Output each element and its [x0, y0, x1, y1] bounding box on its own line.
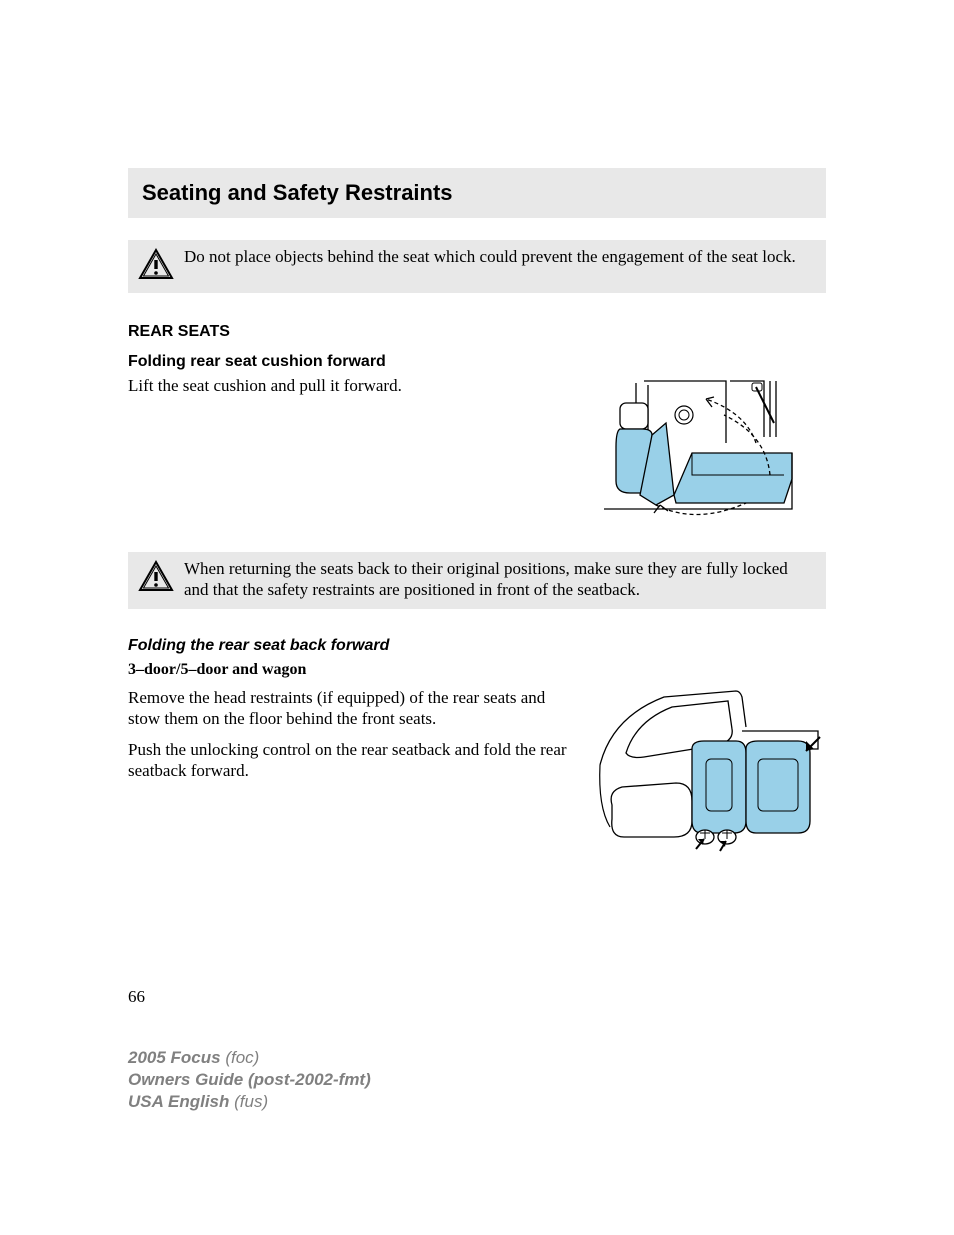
subsection-heading-seatback: Folding the rear seat back forward — [128, 637, 826, 655]
warning-box-2: When returning the seats back to their o… — [128, 552, 826, 609]
body-text-seatback-2: Push the unlocking control on the rear s… — [128, 739, 572, 782]
illustration-seatback — [596, 687, 826, 867]
footer-lang-code: (fus) — [229, 1092, 268, 1111]
body-text-cushion: Lift the seat cushion and pull it forwar… — [128, 375, 572, 396]
illustration-cushion — [596, 375, 826, 530]
page-content: Seating and Safety Restraints Do not pla… — [0, 0, 954, 1007]
page-number: 66 — [128, 987, 826, 1007]
content-row-cushion: Lift the seat cushion and pull it forwar… — [128, 375, 826, 530]
section-heading-rear-seats: REAR SEATS — [128, 323, 826, 341]
warning-text-1: Do not place objects behind the seat whi… — [184, 246, 796, 267]
variant-heading: 3–door/5–door and wagon — [128, 661, 826, 679]
footer: 2005 Focus (foc) Owners Guide (post-2002… — [128, 1047, 371, 1113]
body-text-seatback-1: Remove the head restraints (if equipped)… — [128, 687, 572, 730]
chapter-header-bar: Seating and Safety Restraints — [128, 168, 826, 218]
footer-line-2: Owners Guide (post-2002-fmt) — [128, 1069, 371, 1091]
footer-lang: USA English — [128, 1092, 229, 1111]
footer-guide: Owners Guide (post-2002-fmt) — [128, 1070, 371, 1089]
content-row-seatback: Remove the head restraints (if equipped)… — [128, 687, 826, 867]
warning-box-1: Do not place objects behind the seat whi… — [128, 240, 826, 293]
footer-line-1: 2005 Focus (foc) — [128, 1047, 371, 1069]
chapter-title: Seating and Safety Restraints — [142, 180, 812, 206]
warning-triangle-icon — [138, 560, 174, 597]
footer-line-3: USA English (fus) — [128, 1091, 371, 1113]
footer-model: 2005 Focus — [128, 1048, 221, 1067]
subsection-heading-cushion: Folding rear seat cushion forward — [128, 353, 826, 371]
footer-model-code: (foc) — [221, 1048, 260, 1067]
warning-text-2: When returning the seats back to their o… — [184, 558, 816, 601]
warning-triangle-icon — [138, 248, 174, 285]
